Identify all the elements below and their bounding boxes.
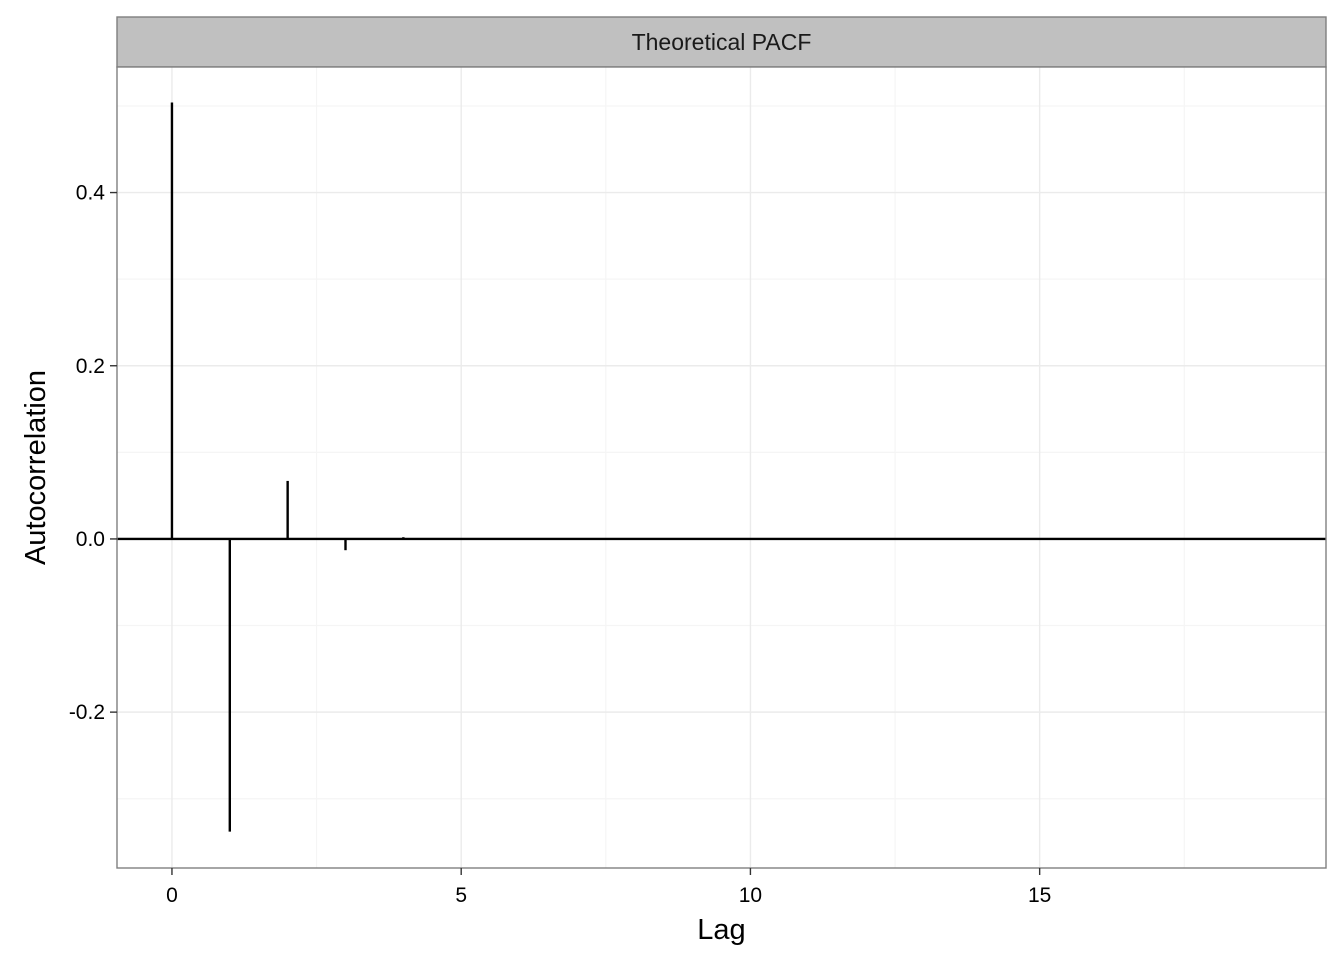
x-tick-label: 5	[455, 884, 467, 907]
y-axis: -0.2 0.0 0.2 0.4	[69, 182, 117, 724]
y-tick-label: -0.2	[69, 701, 105, 724]
facet-strip-label: Theoretical PACF	[632, 29, 812, 55]
y-tick-label: 0.2	[76, 355, 105, 378]
pacf-bars	[170, 102, 405, 832]
y-tick-label: 0.4	[76, 182, 106, 205]
facet-strip	[116, 16, 1327, 68]
x-tick-label: 0	[166, 884, 178, 907]
y-axis-title: Autocorrelation	[20, 370, 52, 565]
panel-border	[116, 66, 1327, 869]
x-axis: 0 5 10 15	[166, 868, 1051, 907]
y-tick-label: 0.0	[76, 528, 105, 551]
x-axis-title: Lag	[697, 914, 745, 946]
x-tick-label: 10	[739, 884, 762, 907]
plot-panel	[117, 67, 1326, 868]
x-tick-label: 15	[1028, 884, 1051, 907]
